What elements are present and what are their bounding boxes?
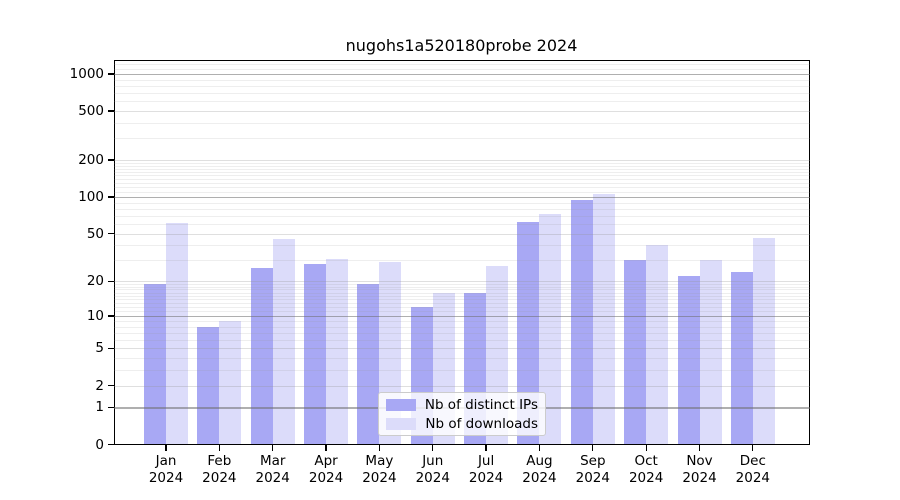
bar-nb-of-distinct-ips-feb <box>197 326 220 445</box>
x-tick-mark-sep <box>592 444 594 451</box>
x-tick-mark-oct <box>645 444 647 451</box>
x-tick-mark-aug <box>538 444 541 451</box>
x-tick-label-jan: Jan 2024 <box>134 453 198 487</box>
y-tick-mark-100 <box>107 196 114 198</box>
x-tick-mark-may <box>378 444 381 451</box>
y-tick-mark-50 <box>107 233 114 235</box>
x-tick-month-nov: Nov <box>686 452 713 469</box>
x-tick-month-may: May <box>365 452 394 469</box>
x-tick-label-jul: Jul 2024 <box>454 453 518 487</box>
x-tick-year-oct: 2024 <box>628 469 664 486</box>
y-tick-mark-1 <box>107 406 114 408</box>
y-tick-mark-0 <box>107 443 114 446</box>
x-tick-month-jun: Jun <box>422 452 444 469</box>
y-tick-label-5: 5 <box>95 340 104 357</box>
x-tick-label-mar: Mar 2024 <box>241 453 305 487</box>
legend-row-distinct-ips: Nb of distinct IPs <box>386 396 538 413</box>
y-tick-label-100: 100 <box>78 189 104 205</box>
x-tick-year-jan: 2024 <box>148 469 184 486</box>
y-tick-mark-500 <box>107 110 114 112</box>
x-tick-year-sep: 2024 <box>575 469 610 486</box>
x-tick-month-dec: Dec <box>739 452 766 469</box>
y-tick-label-20: 20 <box>86 273 104 290</box>
x-tick-year-jun: 2024 <box>415 469 450 486</box>
y-tick-label-2: 2 <box>95 377 104 394</box>
bar-nb-of-downloads-dec <box>752 238 775 445</box>
y-tick-label-1000: 1000 <box>69 66 104 82</box>
bar-nb-of-downloads-jan <box>166 223 188 445</box>
y-tick-mark-2 <box>107 384 114 387</box>
legend-label-downloads: Nb of downloads <box>425 415 538 432</box>
bar-nb-of-distinct-ips-oct <box>624 260 647 445</box>
y-tick-label-0: 0 <box>95 436 104 453</box>
x-tick-month-oct: Oct <box>634 452 658 469</box>
legend-row-downloads: Nb of downloads <box>386 415 538 432</box>
x-tick-year-may: 2024 <box>362 469 397 486</box>
x-tick-month-jan: Jan <box>155 452 177 469</box>
x-tick-mark-apr <box>325 444 327 451</box>
x-tick-label-may: May 2024 <box>347 453 411 487</box>
bar-nb-of-downloads-mar <box>272 239 295 445</box>
y-tick-mark-5 <box>107 347 114 350</box>
x-tick-label-nov: Nov 2024 <box>668 453 732 487</box>
x-tick-month-feb: Feb <box>207 452 232 469</box>
bar-nb-of-distinct-ips-apr <box>304 263 327 445</box>
y-tick-label-500: 500 <box>78 103 104 120</box>
bar-nb-of-downloads-aug <box>539 214 562 445</box>
x-tick-label-jun: Jun 2024 <box>401 453 465 487</box>
x-tick-month-sep: Sep <box>580 452 606 469</box>
x-tick-label-feb: Feb 2024 <box>187 453 251 487</box>
legend-swatch-distinct-ips <box>386 398 416 411</box>
bar-nb-of-distinct-ips-aug <box>517 222 540 445</box>
x-tick-month-apr: Apr <box>314 452 338 469</box>
x-tick-year-dec: 2024 <box>735 469 771 486</box>
y-tick-mark-10 <box>107 315 114 317</box>
x-tick-year-apr: 2024 <box>308 469 344 486</box>
bar-nb-of-distinct-ips-nov <box>677 276 700 445</box>
chart-title: nugohs1a520180probe 2024 <box>345 36 578 55</box>
x-tick-label-oct: Oct 2024 <box>614 453 678 487</box>
x-tick-label-dec: Dec 2024 <box>721 453 785 487</box>
x-tick-month-aug: Aug <box>526 452 553 469</box>
x-tick-year-jul: 2024 <box>468 469 504 486</box>
x-tick-label-aug: Aug 2024 <box>507 453 571 487</box>
y-tick-mark-20 <box>107 280 114 282</box>
bar-nb-of-downloads-feb <box>219 321 242 445</box>
legend-swatch-downloads <box>386 417 416 430</box>
x-tick-mark-mar <box>272 444 274 451</box>
x-tick-label-apr: Apr 2024 <box>294 453 358 487</box>
bar-nb-of-distinct-ips-sep <box>570 199 593 445</box>
x-tick-mark-nov <box>698 444 701 451</box>
x-tick-mark-feb <box>218 444 220 451</box>
y-tick-label-200: 200 <box>78 152 104 169</box>
y-tick-mark-1000 <box>107 73 114 75</box>
x-tick-month-jul: Jul <box>477 452 495 469</box>
x-tick-label-sep: Sep 2024 <box>561 453 625 487</box>
bar-nb-of-distinct-ips-mar <box>250 267 273 445</box>
x-tick-year-feb: 2024 <box>202 469 237 486</box>
bar-nb-of-downloads-sep <box>592 194 615 445</box>
x-tick-mark-jan <box>165 444 167 451</box>
x-tick-year-aug: 2024 <box>522 469 557 486</box>
bar-nb-of-distinct-ips-may <box>357 283 380 445</box>
bar-nb-of-downloads-nov <box>699 260 722 445</box>
y-tick-label-10: 10 <box>86 307 104 324</box>
y-tick-label-50: 50 <box>86 225 104 242</box>
y-tick-label-1: 1 <box>95 399 104 416</box>
x-tick-mark-jun <box>432 444 434 451</box>
x-tick-year-mar: 2024 <box>255 469 290 486</box>
bar-nb-of-downloads-apr <box>326 258 349 445</box>
bar-nb-of-distinct-ips-dec <box>730 271 753 445</box>
y-tick-mark-200 <box>107 159 114 161</box>
x-tick-mark-jul <box>485 444 487 451</box>
bar-nb-of-downloads-oct <box>646 245 669 445</box>
bar-nb-of-distinct-ips-jan <box>144 283 166 445</box>
legend: Nb of distinct IPs Nb of downloads <box>378 392 546 436</box>
legend-label-distinct-ips: Nb of distinct IPs <box>424 396 538 413</box>
x-tick-mark-dec <box>752 444 754 451</box>
x-tick-year-nov: 2024 <box>682 469 717 486</box>
x-tick-month-mar: Mar <box>259 452 286 469</box>
